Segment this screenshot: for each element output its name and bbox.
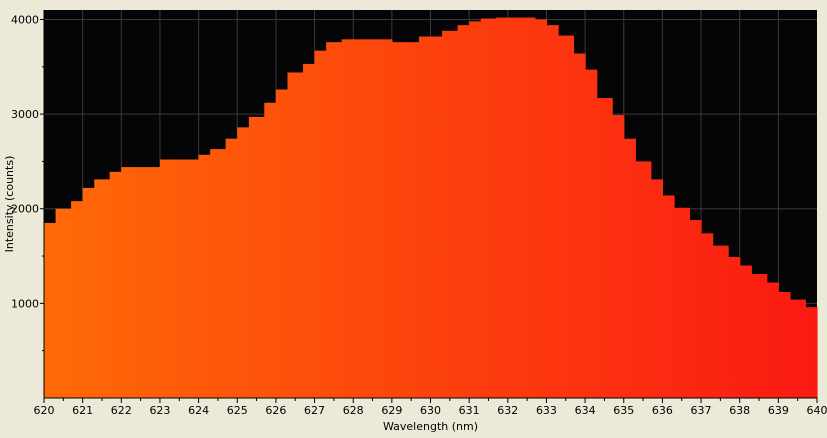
x-tick-label: 638 (729, 404, 750, 417)
spectrum-bar (507, 17, 520, 398)
spectrum-bar (391, 42, 405, 399)
spectrum-bar (430, 36, 443, 399)
spectrum-bar (403, 42, 420, 399)
spectrum-bar (546, 25, 559, 398)
spectrum-bar (662, 195, 675, 398)
spectrum-bar (109, 171, 122, 398)
spectrum-bar (353, 39, 366, 399)
spectrum-bar (496, 17, 509, 398)
spectrum-bar (534, 19, 548, 399)
spectrum-bar (341, 39, 354, 399)
spectrum-bar (805, 307, 818, 398)
y-axis-title: Intensity (counts) (3, 156, 16, 253)
x-tick-label: 624 (188, 404, 209, 417)
spectrum-bar (171, 159, 188, 398)
spectrum-bar (418, 36, 432, 399)
x-tick-label: 635 (613, 404, 634, 417)
y-tick-label: 4000 (11, 13, 39, 26)
x-axis: 620 621 622 623 624 625 626 627 628 629 630 631 632 6… (34, 397, 827, 417)
spectrum-bar (596, 98, 613, 398)
spectrum-bar (364, 39, 381, 399)
x-axis-title: Wavelength (nm) (383, 420, 478, 433)
spectrum-bar (159, 159, 173, 398)
spectrum-bar (132, 167, 149, 398)
y-tick-label: 3000 (11, 108, 39, 121)
spectrum-bar (751, 274, 768, 398)
spectrum-bar (237, 127, 250, 398)
x-tick-label: 622 (111, 404, 132, 417)
spectrum-bar (623, 138, 636, 398)
y-axis: 1000 2000 3000 4000 (11, 10, 45, 398)
spectrum-bar (326, 42, 343, 399)
spectrum-bar (739, 265, 752, 398)
spectrum-bar (225, 138, 238, 398)
x-tick-label: 621 (72, 404, 93, 417)
spectrum-bar (380, 39, 393, 399)
data-series (44, 17, 818, 399)
spectrum-bar (689, 220, 702, 398)
spectrum-bar (650, 179, 663, 398)
spectrum-bar (573, 53, 586, 398)
x-tick-label: 629 (381, 404, 402, 417)
spectrum-bar (198, 154, 211, 398)
spectrum-bar (82, 187, 95, 398)
spectrum-bar (673, 207, 691, 398)
spectrum-bar (766, 282, 779, 398)
x-tick-label: 625 (227, 404, 248, 417)
spectrum-bar (44, 222, 57, 398)
y-tick-label: 1000 (11, 297, 39, 310)
spectrum-bar (248, 116, 265, 398)
spectrum-bar (635, 161, 652, 398)
x-tick-label: 637 (691, 404, 712, 417)
spectrum-bar (701, 233, 714, 398)
x-tick-label: 631 (459, 404, 480, 417)
spectrum-bar (71, 201, 84, 398)
spectrum-bar (264, 102, 277, 399)
spectrum-bar (314, 50, 327, 398)
x-tick-label: 620 (34, 404, 55, 417)
x-tick-label: 623 (149, 404, 170, 417)
spectrum-bar (712, 245, 729, 398)
spectrum-bar (287, 72, 304, 399)
spectrum-bar (148, 167, 161, 398)
spectrum-bar (480, 18, 497, 399)
spectrum-bar (210, 149, 227, 398)
spectrum-bar (519, 17, 536, 398)
spectrum-bar (55, 208, 72, 398)
spectrum-bar (187, 159, 200, 398)
spectrum-bar (442, 30, 459, 398)
spectrum-bar (302, 63, 316, 398)
x-tick-label: 636 (652, 404, 673, 417)
spectrum-bar (94, 179, 111, 398)
x-tick-label: 628 (343, 404, 364, 417)
spectrum-bar (612, 115, 625, 399)
spectrum-bar (585, 69, 598, 399)
x-tick-label: 632 (497, 404, 518, 417)
x-tick-label: 633 (536, 404, 557, 417)
x-tick-label: 626 (265, 404, 286, 417)
spectrum-bar (457, 25, 470, 398)
y-tick-label: 2000 (11, 203, 39, 216)
x-tick-label: 634 (575, 404, 596, 417)
spectrum-bar (778, 292, 791, 398)
spectrum-bar (121, 167, 134, 398)
spectrum-bar (728, 256, 741, 398)
x-tick-label: 630 (420, 404, 441, 417)
x-tick-label: 640 (807, 404, 827, 417)
spectrum-bar (275, 89, 289, 399)
x-tick-label: 639 (768, 404, 789, 417)
x-tick-label: 627 (304, 404, 325, 417)
spectrum-bar (558, 35, 575, 399)
spectrum-bar (469, 21, 482, 398)
spectrum-bar (789, 299, 807, 398)
